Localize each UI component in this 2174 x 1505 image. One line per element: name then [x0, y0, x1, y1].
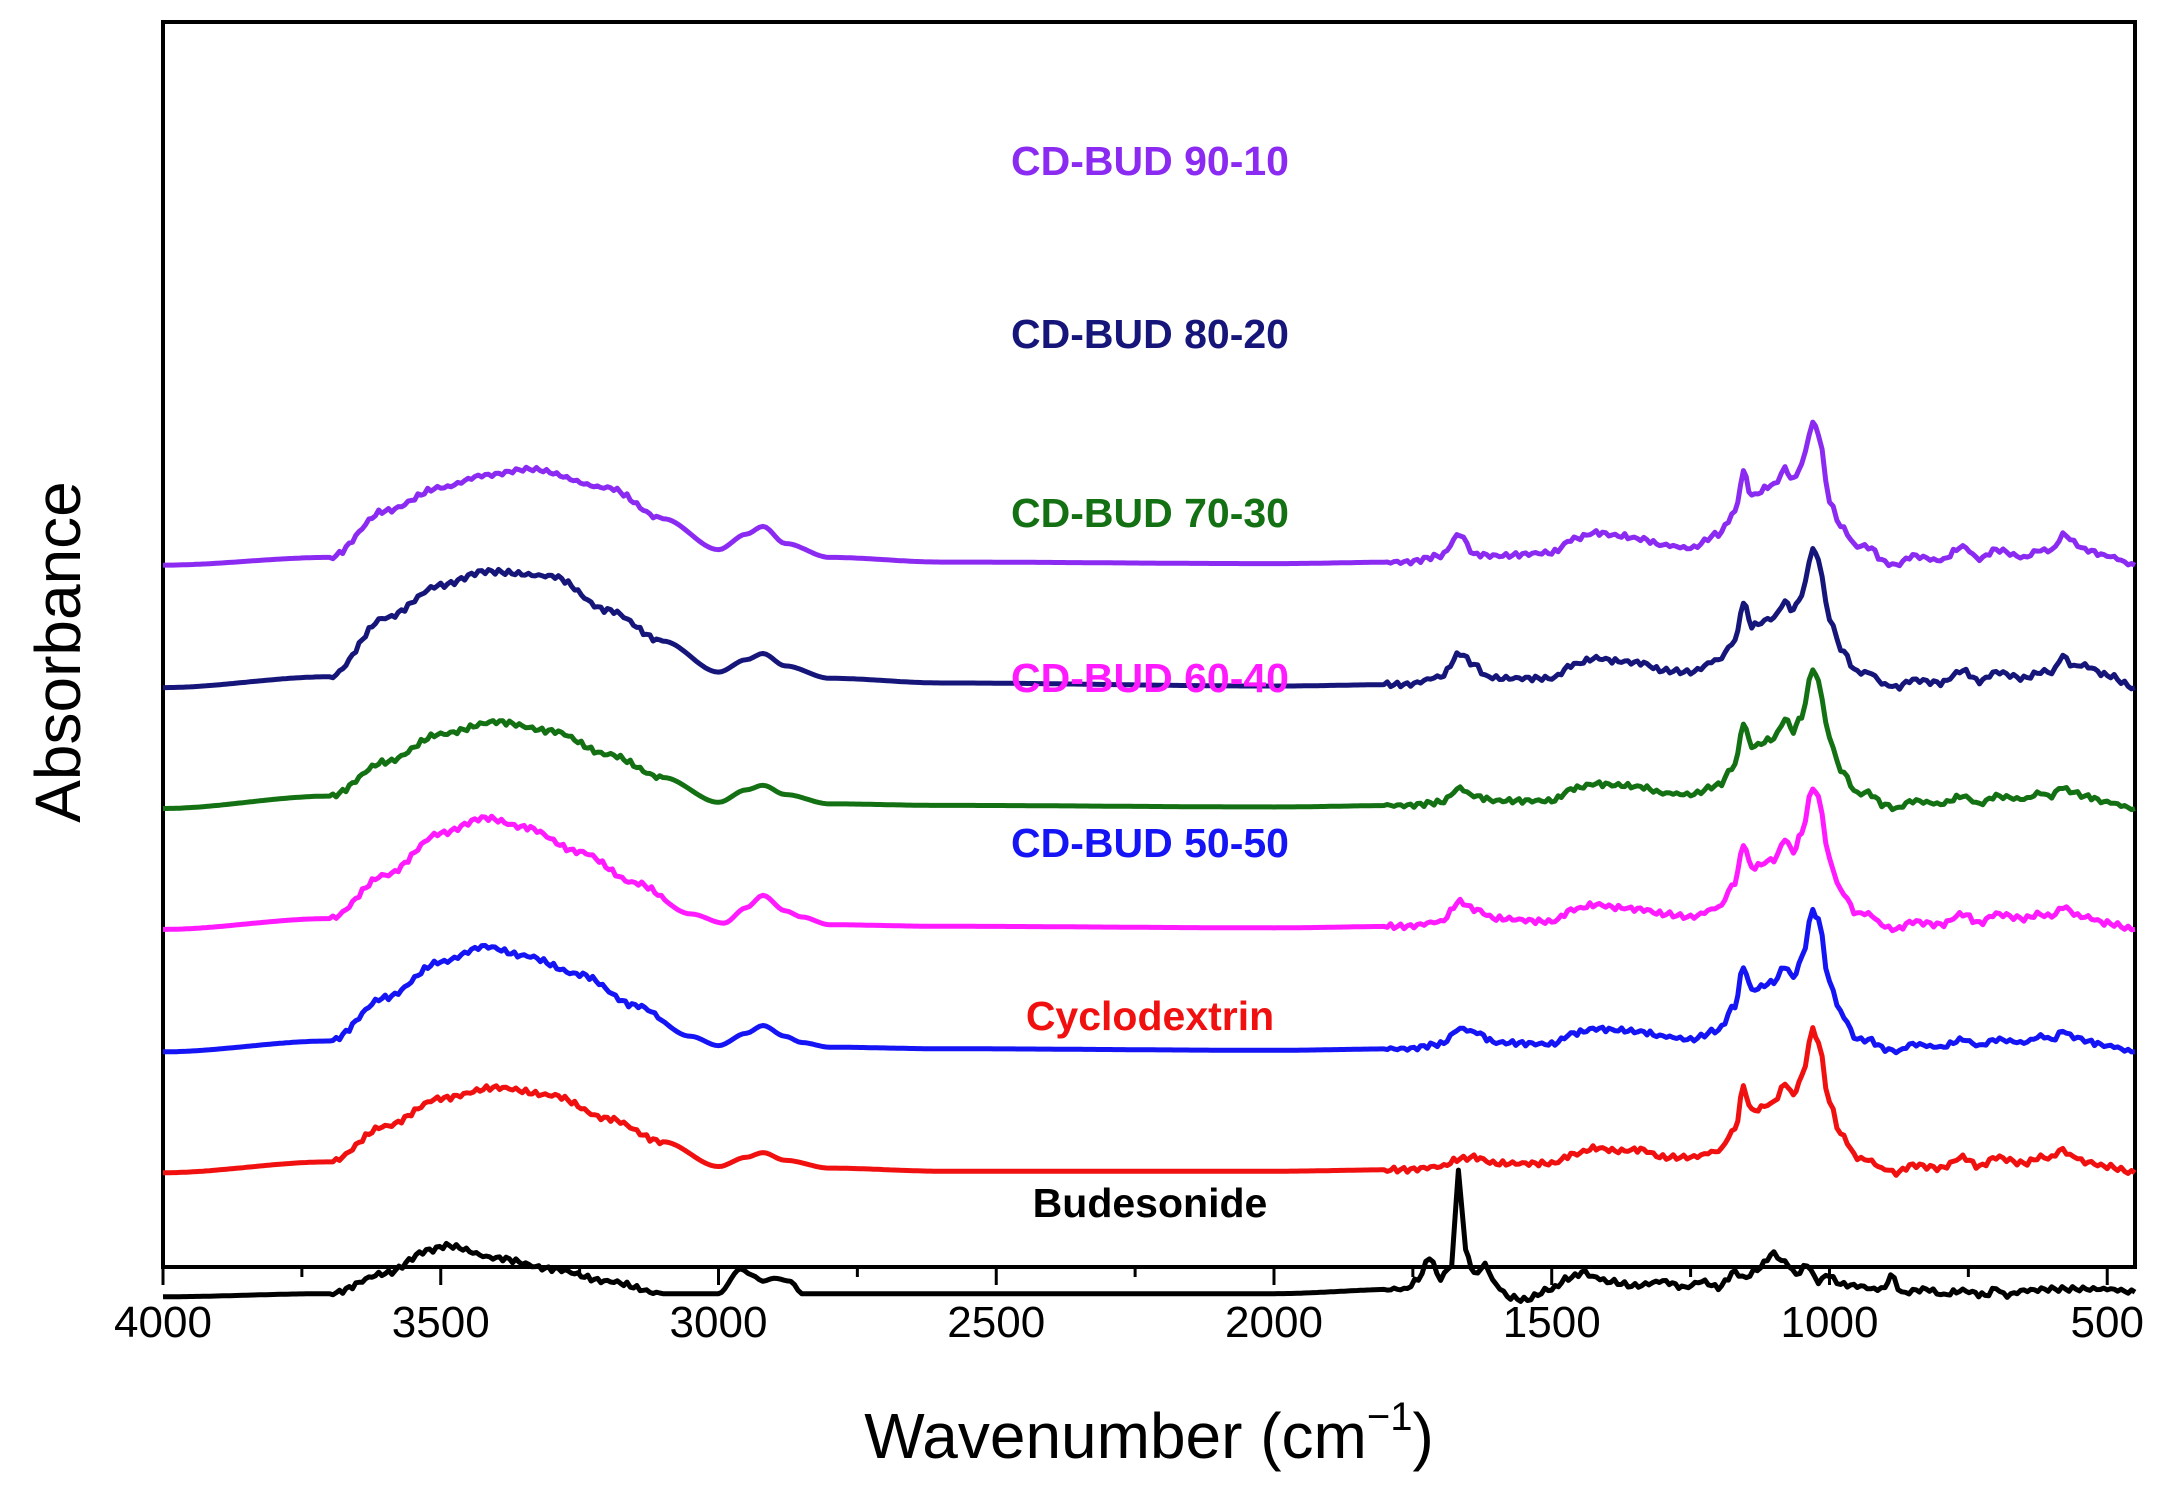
series-labels: CD-BUD 90-10 CD-BUD 80-20 CD-BUD 70-30 CD-B…	[1011, 138, 1289, 1226]
series-line	[162, 419, 2137, 569]
series-line	[163, 546, 2136, 692]
x-tick-label: 2500	[947, 1298, 1045, 1347]
series-label: CD-BUD 70-30	[1011, 490, 1289, 536]
series-line	[163, 906, 2136, 1056]
x-tick-label: 1000	[1781, 1298, 1879, 1347]
x-axis-title-close: )	[1412, 1400, 1433, 1472]
series-lines	[162, 419, 2137, 1304]
series-label: Cyclodextrin	[1026, 993, 1274, 1039]
series-line	[162, 1167, 2137, 1304]
x-tick-label: 1500	[1503, 1298, 1601, 1347]
y-axis-title: Absorbance	[22, 481, 94, 823]
x-axis-title: Wavenumber (cm−1)	[864, 1395, 1434, 1472]
x-axis-title-main: Wavenumber (cm	[864, 1400, 1367, 1472]
series-label: CD-BUD 50-50	[1011, 820, 1289, 866]
series-line	[163, 667, 2136, 813]
x-tick-label: 3000	[670, 1298, 768, 1347]
series-label: CD-BUD 80-20	[1011, 311, 1289, 357]
x-tick-label: 500	[2071, 1298, 2144, 1347]
plot-frame	[161, 20, 2137, 1269]
series-label: Budesonide	[1033, 1180, 1268, 1226]
x-tick-label: 3500	[392, 1298, 490, 1347]
x-tick-label: 2000	[1225, 1298, 1323, 1347]
x-tick-label: 4000	[114, 1298, 212, 1347]
series-line	[162, 1025, 2137, 1178]
x-axis-title-superscript: −1	[1367, 1395, 1413, 1439]
x-axis-tick-labels: 4000 3500 3000 2500 2000 1500 1000 500	[114, 1298, 2144, 1347]
series-label: CD-BUD 90-10	[1011, 138, 1289, 184]
series-label: CD-BUD 60-40	[1011, 655, 1289, 701]
series-line	[163, 786, 2136, 934]
